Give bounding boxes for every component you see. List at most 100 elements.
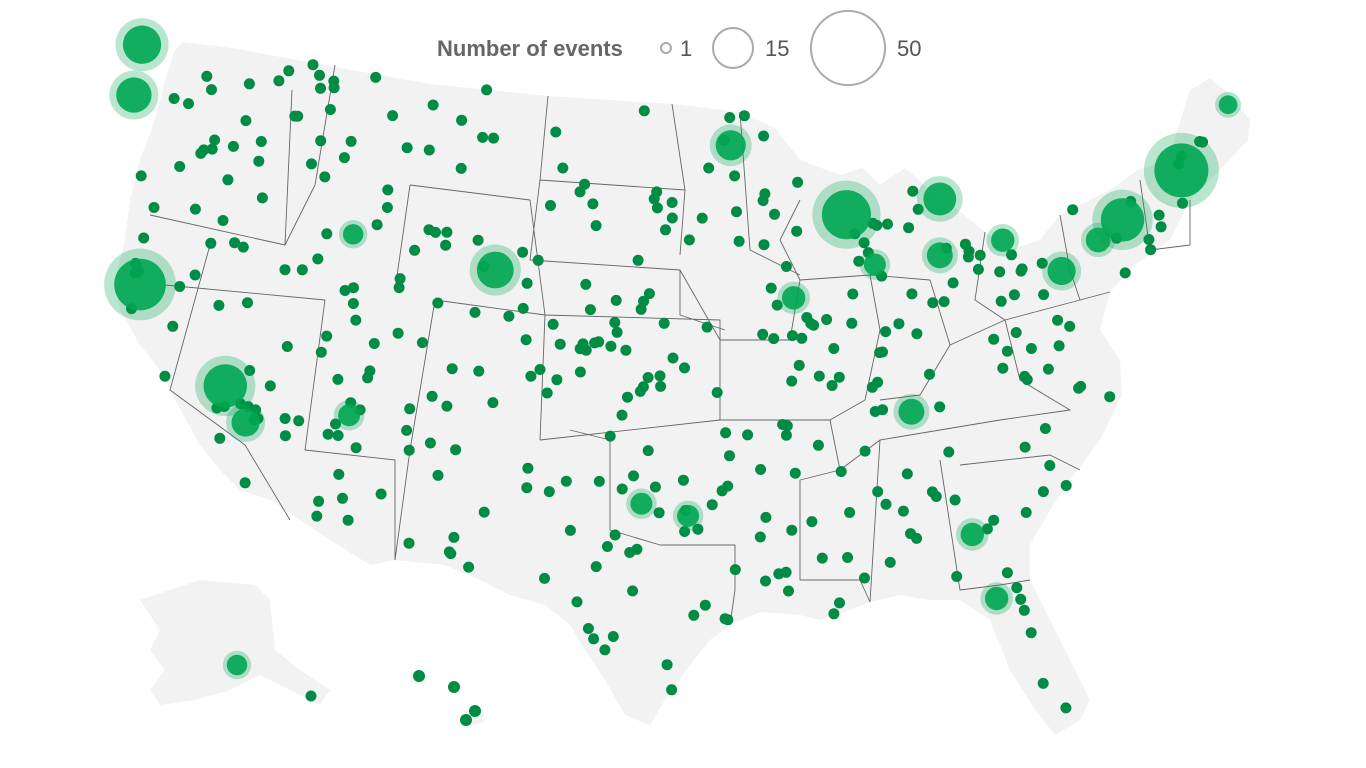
event-marker-small[interactable]: [760, 511, 772, 523]
event-marker-small[interactable]: [783, 585, 794, 597]
event-marker-small[interactable]: [522, 462, 534, 474]
event-marker[interactable]: [672, 500, 704, 532]
event-marker-small[interactable]: [880, 326, 892, 338]
event-marker-small[interactable]: [988, 514, 1000, 526]
event-marker-small[interactable]: [590, 220, 602, 232]
event-marker-small[interactable]: [677, 474, 689, 486]
event-marker-small[interactable]: [757, 328, 769, 340]
event-marker-small[interactable]: [1060, 480, 1072, 491]
event-marker-small[interactable]: [1143, 234, 1155, 245]
event-marker-small[interactable]: [148, 202, 160, 213]
event-marker-small[interactable]: [880, 498, 892, 510]
event-marker-small[interactable]: [780, 261, 792, 272]
event-marker-small[interactable]: [183, 98, 194, 110]
event-marker-small[interactable]: [1037, 486, 1049, 498]
event-marker-small[interactable]: [283, 65, 295, 77]
event-marker-small[interactable]: [696, 212, 708, 224]
event-marker-small[interactable]: [239, 477, 251, 489]
event-marker-small[interactable]: [333, 468, 345, 480]
event-marker-small[interactable]: [806, 516, 818, 528]
event-marker-small[interactable]: [222, 174, 234, 186]
event-marker-small[interactable]: [174, 281, 186, 292]
event-marker-small[interactable]: [934, 401, 946, 413]
event-marker-small[interactable]: [446, 363, 458, 375]
event-marker-small[interactable]: [469, 705, 481, 717]
event-marker-small[interactable]: [758, 130, 770, 142]
event-marker-small[interactable]: [571, 596, 583, 608]
event-marker-small[interactable]: [580, 344, 592, 356]
event-marker-small[interactable]: [643, 288, 655, 300]
event-marker-small[interactable]: [884, 556, 896, 568]
event-marker-small[interactable]: [345, 135, 357, 147]
event-marker-small[interactable]: [305, 690, 317, 702]
event-marker-small[interactable]: [427, 99, 439, 111]
event-marker-small[interactable]: [348, 282, 359, 294]
event-marker-small[interactable]: [588, 633, 600, 645]
event-marker-small[interactable]: [229, 237, 241, 249]
event-marker-small[interactable]: [716, 485, 728, 497]
event-marker-small[interactable]: [539, 572, 550, 584]
event-marker-small[interactable]: [362, 372, 374, 384]
event-marker-small[interactable]: [370, 71, 382, 83]
event-marker[interactable]: [921, 237, 958, 274]
event-marker-small[interactable]: [911, 328, 923, 340]
event-marker-small[interactable]: [401, 142, 413, 154]
event-marker-small[interactable]: [616, 483, 628, 495]
event-marker-small[interactable]: [564, 524, 576, 536]
event-marker-small[interactable]: [392, 327, 404, 339]
event-marker-small[interactable]: [911, 532, 923, 544]
event-marker-small[interactable]: [703, 162, 715, 174]
event-marker-small[interactable]: [201, 70, 213, 82]
event-marker-small[interactable]: [769, 208, 780, 220]
event-marker-small[interactable]: [174, 161, 186, 172]
event-marker-small[interactable]: [240, 115, 252, 127]
event-marker-small[interactable]: [371, 219, 383, 231]
event-marker-small[interactable]: [448, 681, 460, 693]
event-marker-small[interactable]: [394, 273, 406, 285]
event-marker-small[interactable]: [1194, 136, 1206, 147]
event-marker-small[interactable]: [347, 298, 359, 309]
event-marker[interactable]: [226, 402, 266, 443]
event-marker-small[interactable]: [450, 444, 462, 456]
event-marker-small[interactable]: [882, 218, 893, 230]
event-marker-small[interactable]: [760, 575, 771, 587]
event-marker-small[interactable]: [666, 197, 678, 208]
event-marker-small[interactable]: [771, 299, 783, 311]
event-marker-small[interactable]: [159, 370, 171, 382]
event-marker-small[interactable]: [456, 114, 468, 126]
event-marker-small[interactable]: [135, 170, 147, 182]
event-marker-small[interactable]: [416, 337, 428, 349]
event-marker[interactable]: [222, 650, 252, 680]
event-marker-small[interactable]: [195, 147, 207, 159]
event-marker-small[interactable]: [311, 510, 323, 522]
event-marker-small[interactable]: [403, 444, 415, 456]
event-marker-small[interactable]: [582, 623, 594, 634]
event-marker[interactable]: [1042, 251, 1082, 291]
event-marker-small[interactable]: [607, 631, 619, 642]
event-marker-small[interactable]: [813, 370, 825, 382]
event-marker-small[interactable]: [213, 299, 225, 311]
event-marker-small[interactable]: [1025, 627, 1037, 639]
event-marker[interactable]: [1215, 91, 1242, 118]
event-marker-small[interactable]: [765, 282, 777, 294]
event-marker[interactable]: [1143, 132, 1219, 208]
event-marker-small[interactable]: [972, 263, 984, 275]
event-marker-small[interactable]: [912, 203, 924, 215]
event-marker-small[interactable]: [206, 143, 218, 155]
event-marker-small[interactable]: [842, 552, 854, 563]
event-marker-small[interactable]: [423, 224, 435, 236]
event-marker-small[interactable]: [312, 253, 324, 265]
event-marker-small[interactable]: [624, 547, 636, 558]
event-marker-small[interactable]: [432, 297, 444, 309]
event-marker[interactable]: [709, 124, 752, 167]
event-marker-small[interactable]: [1177, 197, 1188, 209]
event-marker-small[interactable]: [951, 571, 963, 582]
event-marker-small[interactable]: [1001, 345, 1013, 357]
event-marker-small[interactable]: [1011, 582, 1023, 594]
event-marker-small[interactable]: [314, 69, 325, 81]
event-marker-small[interactable]: [264, 380, 276, 392]
event-marker-small[interactable]: [381, 202, 393, 213]
event-marker-small[interactable]: [214, 432, 226, 444]
event-marker-small[interactable]: [638, 105, 650, 117]
event-marker-small[interactable]: [661, 659, 673, 671]
